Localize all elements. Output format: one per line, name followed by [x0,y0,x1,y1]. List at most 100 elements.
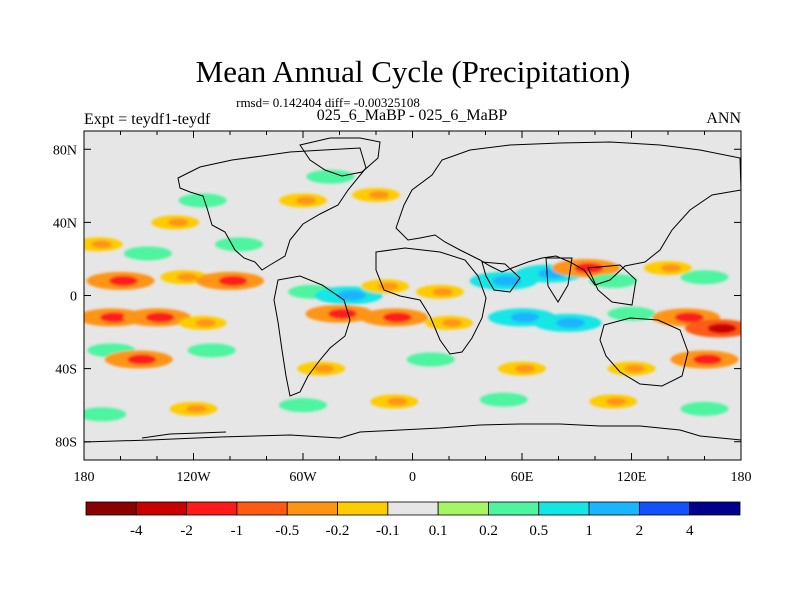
contour-core-22 [145,312,175,323]
contour-core-28 [556,317,585,328]
contour-core-5 [295,196,317,205]
contour-core-3 [195,196,216,205]
contour-core-34 [204,346,225,355]
colorbar-swatch-9 [538,501,590,516]
colorbar-label-8: 0.5 [529,523,548,539]
colorbar-label-5: -0.1 [376,523,400,539]
season-label: ANN [706,110,741,127]
contour-core-42 [295,401,317,410]
eurasia-outline [395,141,741,286]
colorbar-swatch-3 [236,501,288,516]
colorbar-swatch-12 [689,501,741,516]
contour-core-7 [368,191,390,199]
x-tick-label-1: 120W [176,470,211,485]
antarctic-peninsula-outline [141,431,227,439]
y-tick-label-0: 80N [53,143,77,158]
colorbar-label-0: -4 [130,523,143,539]
contour-core-46 [697,404,718,413]
arabia-outline [481,261,521,293]
south-america-outline [273,275,351,397]
colorbar-label-7: 0.2 [479,523,498,539]
africa-outline [375,247,487,355]
contour-core-41 [186,404,207,413]
colorbar-swatch-2 [186,501,238,516]
contour-core-23 [195,319,216,327]
y-tick-label-2: 0 [70,290,77,305]
y-tick-label-4: 80S [55,436,77,451]
y-tick-label-3: 40S [55,363,77,378]
contour-core-4 [232,240,253,249]
colorbar-swatch-1 [135,501,188,516]
colorbar-label-10: 2 [636,523,644,539]
colorbar-label-9: 1 [585,523,593,539]
x-tick-label-4: 60E [511,470,534,485]
contour-core-2 [168,218,189,227]
contour-core-30 [674,312,704,323]
colorbar-swatch-6 [387,501,439,516]
colorbar-label-6: 0.1 [429,523,448,539]
contour-core-8 [109,275,138,286]
experiment-label: Expt = teydf1-teydf [84,111,211,128]
contour-core-0 [91,240,112,249]
y-tick-label-1: 40N [53,216,77,231]
colorbar-swatch-8 [488,501,540,516]
north-america-outline [177,147,367,271]
colorbar-label-1: -2 [180,523,193,539]
colorbar-swatch-0 [85,501,137,516]
colorbar-swatch-11 [638,501,691,516]
contour-core-18 [606,277,627,285]
contour-core-10 [218,275,248,286]
contour-core-37 [514,364,536,373]
x-tick-label-2: 60W [289,470,317,485]
contour-core-20 [697,273,718,282]
contour-core-9 [177,273,198,282]
contour-core-26 [441,319,463,327]
contour-core-6 [323,172,344,181]
x-tick-label-6: 180 [731,470,752,485]
contour-core-36 [423,355,444,364]
stats-line: rmsd= 0.142404 diff= -0.00325108 [236,95,420,110]
contour-core-14 [432,287,453,296]
chart-title: Mean Annual Cycle (Precipitation) [196,54,631,89]
southeast-asia-outline [587,264,637,306]
contour-core-12 [337,290,366,301]
greenland-outline [299,137,381,177]
contour-core-25 [382,312,412,323]
india-outline [545,257,573,303]
contour-core-45 [606,397,627,406]
contour-core-31 [707,323,737,334]
colorbar-label-11: 4 [686,523,694,539]
colorbar: -4 -2 -1 -0.5 -0.2 -0.1 0.1 0.2 0.5 1 2 4 [85,501,741,539]
colorbar-swatch-4 [286,501,338,516]
contour-core-33 [127,354,157,365]
contour-core-39 [693,354,722,365]
colorbar-swatch-7 [437,501,489,516]
precipitation-contours [84,169,741,422]
contour-core-29 [624,309,645,318]
x-tick-label-5: 120E [617,470,647,485]
contour-core-24 [328,308,357,319]
colorbar-swatch-5 [337,501,389,516]
colorbar-swatch-10 [588,501,640,516]
contour-core-19 [660,264,682,272]
contour-core-44 [496,395,517,404]
x-tick-label-0: 180 [74,470,95,485]
contour-core-21 [100,312,129,323]
colorbar-label-4: -0.2 [326,523,350,539]
australia-outline [599,317,689,387]
axes-ticks: 180 120W 60W 0 60E 120E 180 80N 40N 0 40S 80S [53,131,752,485]
case-label: 025_6_MaBP - 025_6_MaBP [317,107,508,124]
colorbar-label-2: -1 [231,523,244,539]
contour-core-38 [624,364,645,373]
contour-core-43 [387,397,408,406]
contour-core-1 [140,249,161,258]
contour-core-35 [314,364,335,373]
contour-core-40 [95,410,116,419]
antarctica-outline [84,423,741,443]
x-tick-label-3: 0 [409,470,416,485]
contour-core-15 [492,275,522,286]
colorbar-label-3: -0.5 [275,523,299,539]
coastlines [84,137,741,443]
contour-core-27 [510,312,540,323]
